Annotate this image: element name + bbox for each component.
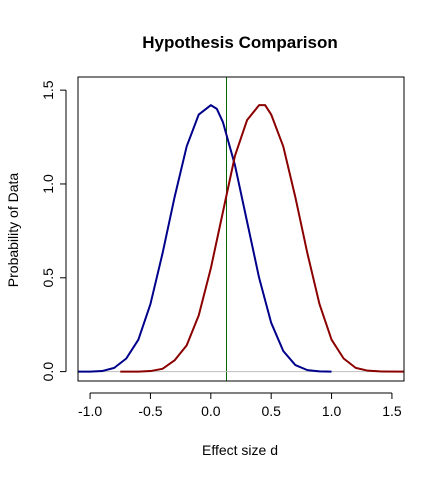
- x-tick-label: 1.0: [322, 403, 342, 419]
- x-tick-label: 1.5: [382, 403, 402, 419]
- density-curve-2: [120, 104, 405, 373]
- x-tick-label: 0.5: [261, 403, 281, 419]
- y-tick-label: 0.5: [40, 268, 56, 288]
- y-tick-label: 1.0: [40, 174, 56, 194]
- x-tick-label: -1.0: [78, 403, 102, 419]
- chart-title: Hypothesis Comparison: [142, 33, 338, 52]
- x-axis-label: Effect size d: [202, 442, 278, 458]
- y-axis-label: Probability of Data: [5, 173, 21, 288]
- plot-border: [77, 76, 405, 382]
- plot-area: -1.0 -0.5 0.0 0.5 1.0 1.5 0.0 0.5 1.0 1.5: [40, 76, 405, 419]
- y-tick-label: 1.5: [40, 80, 56, 100]
- density-curve-1: [78, 104, 332, 373]
- x-tick-label: -0.5: [138, 403, 162, 419]
- y-tick-label: 0.0: [40, 362, 56, 382]
- x-tick-label: 0.0: [201, 403, 221, 419]
